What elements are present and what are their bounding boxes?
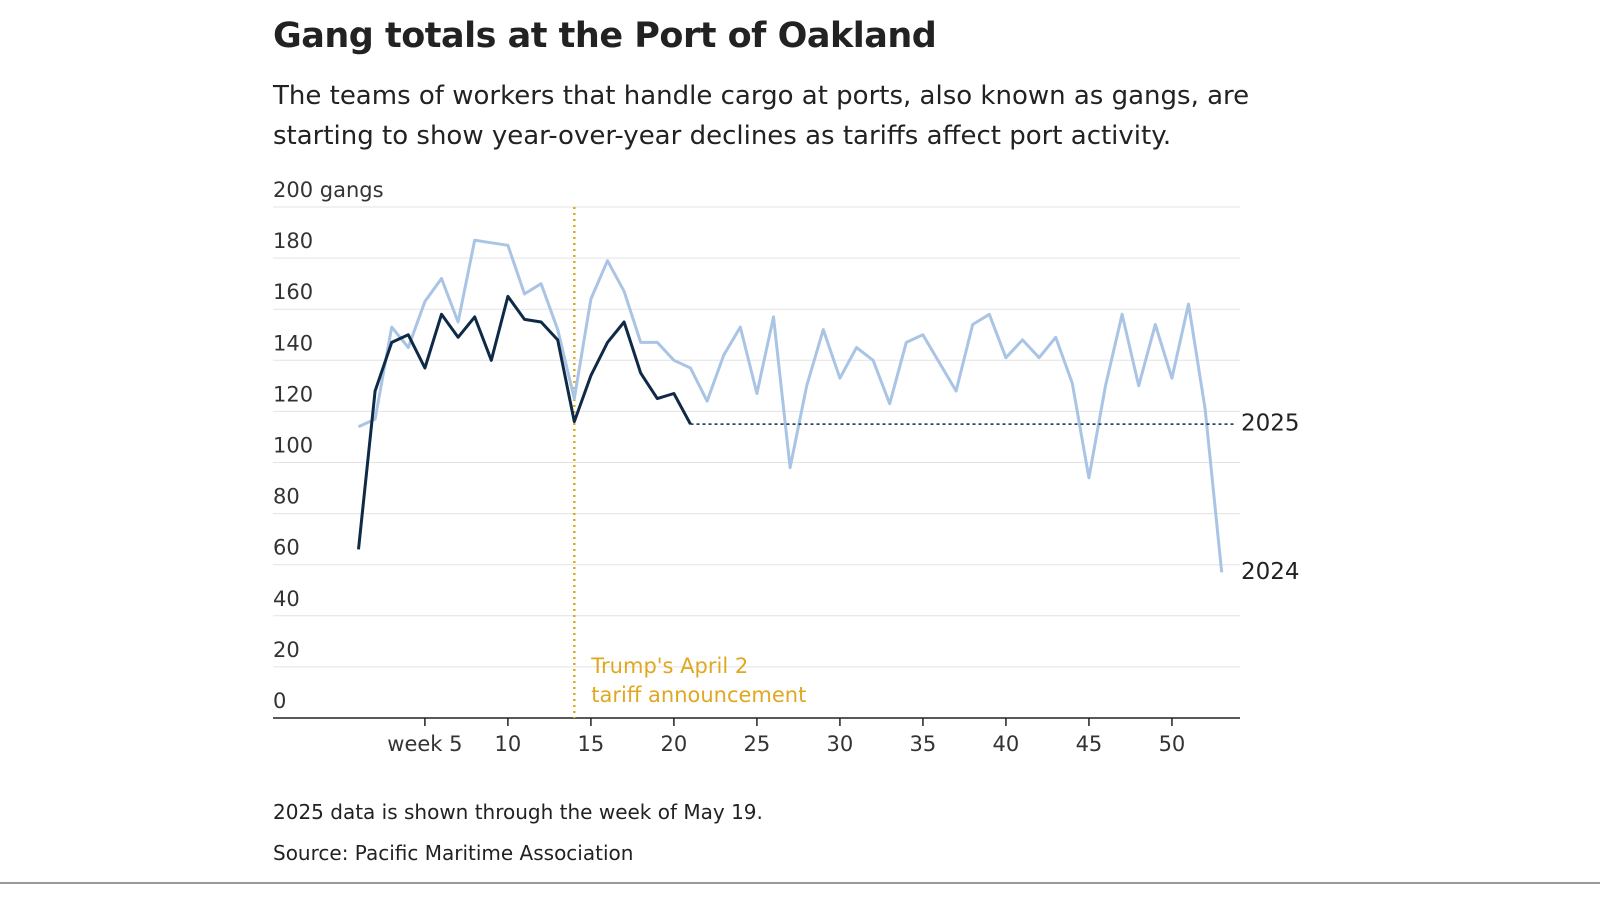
y-tick-label: 80 [273,485,300,509]
bottom-rule [0,882,1600,884]
x-tick-label: 35 [910,732,937,756]
y-tick-label: 0 [273,689,286,713]
x-tick-label: 45 [1076,732,1103,756]
y-tick-label: 160 [273,280,313,304]
source: Source: Pacific Maritime Association [273,841,634,865]
x-tick-label: 15 [578,732,605,756]
y-tick-label: 140 [273,331,313,355]
x-tick-label: 50 [1159,732,1186,756]
annotation-text: tariff announcement [591,683,806,707]
x-tick-label: 40 [993,732,1020,756]
series-label: 2025 [1241,411,1300,437]
x-tick-label: 25 [744,732,771,756]
x-tick-label: 10 [495,732,522,756]
x-tick-label: 20 [661,732,688,756]
series-line [357,238,1224,573]
x-tick-label: week 5 [387,732,462,756]
chart-title: Gang totals at the Port of Oakland [273,16,937,56]
y-tick-label: 20 [273,638,300,662]
y-tick-label: 40 [273,587,300,611]
x-tick-label: 30 [827,732,854,756]
y-tick-label: 200 gangs [273,178,384,202]
footnote: 2025 data is shown through the week of M… [273,800,763,824]
y-tick-label: 100 [273,434,313,458]
chart-subtitle: The teams of workers that handle cargo a… [273,81,1250,151]
series-label: 2024 [1241,559,1300,585]
y-tick-label: 180 [273,229,313,253]
y-tick-label: 60 [273,536,300,560]
annotation-text: Trump's April 2 [590,654,748,678]
series-line [357,294,692,550]
y-tick-label: 120 [273,382,313,406]
